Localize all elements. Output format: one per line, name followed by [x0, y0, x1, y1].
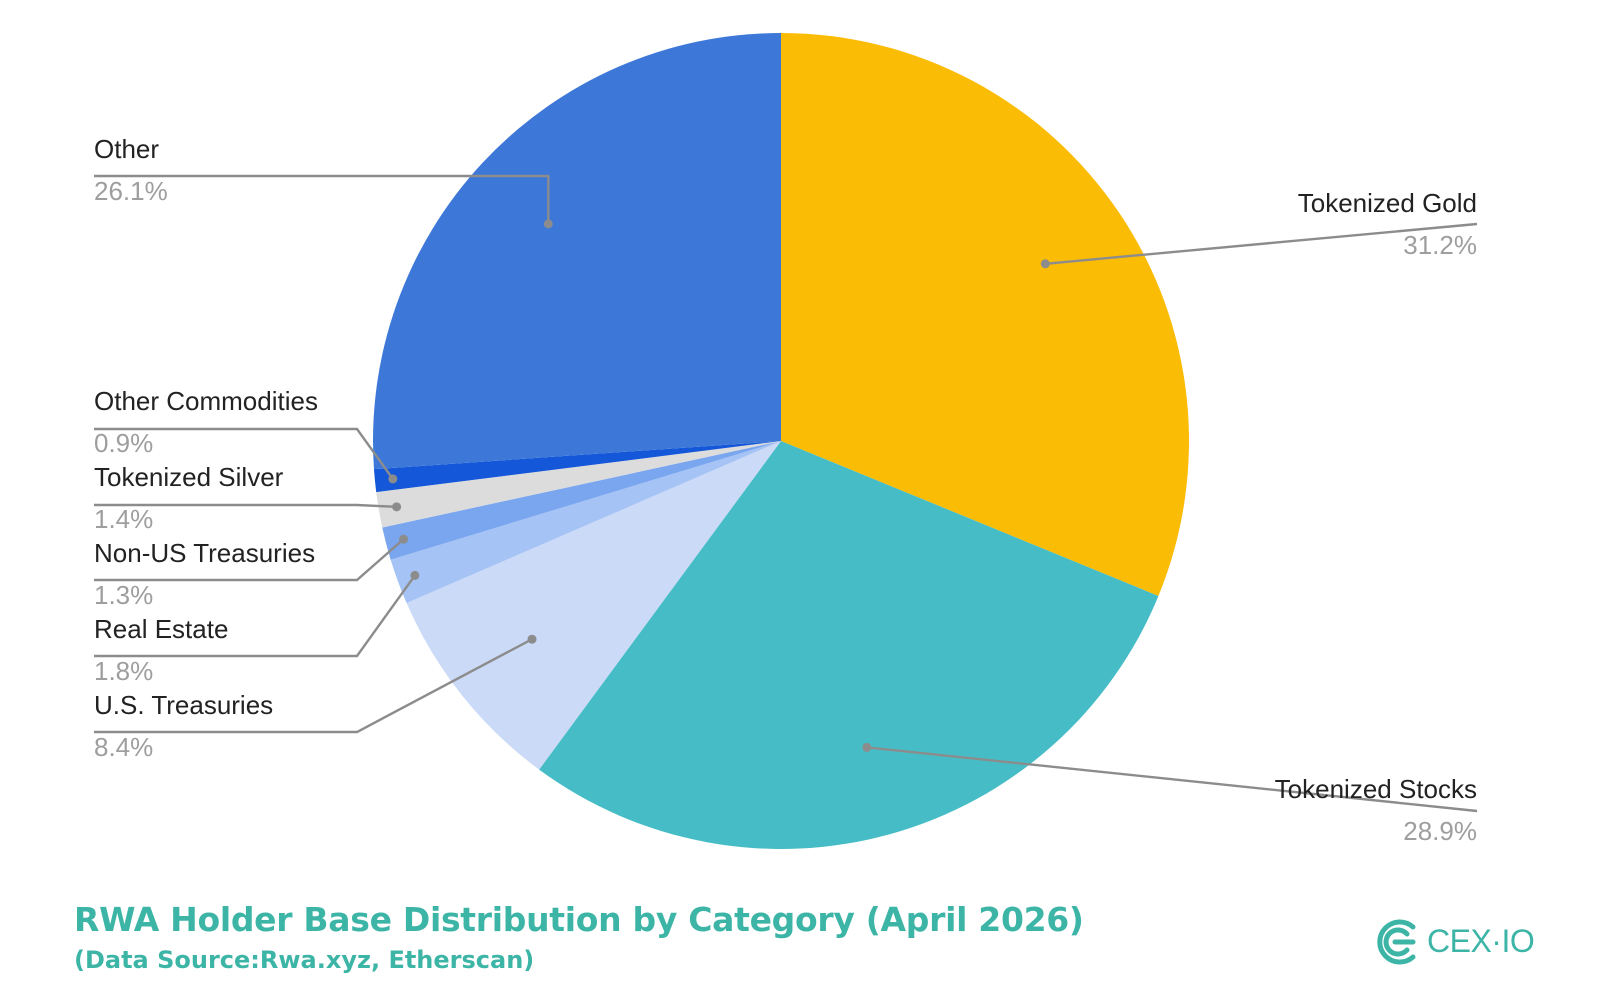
leader-line-other	[94, 174, 550, 224]
pie-slice-tokenized-stocks	[539, 441, 1159, 849]
leader-line-tokenized-gold	[1045, 222, 1478, 265]
leader-dot-tokenized-stocks	[862, 742, 872, 752]
slice-label-real-estate: Real Estate	[94, 614, 228, 644]
slice-value-real-estate: 1.8%	[94, 656, 153, 686]
pie-slice-other-commodities	[373, 441, 781, 493]
slice-value-tokenized-gold: 31.2%	[1403, 230, 1477, 260]
leader-line-u-s-treasuries	[94, 638, 533, 734]
pie-slice-other	[373, 33, 781, 470]
leader-line-tokenized-stocks	[866, 746, 1478, 813]
pie-slice-tokenized-gold	[781, 33, 1189, 596]
chart-subtitle: (Data Source:Rwa.xyz, Etherscan)	[74, 946, 535, 974]
leader-dot-other-commodities	[388, 474, 398, 484]
cex-io-logo: CEX·IO	[1373, 917, 1535, 967]
slice-value-tokenized-stocks: 28.9%	[1403, 816, 1477, 846]
leader-line-other-commodities	[94, 427, 394, 480]
slice-value-u-s-treasuries: 8.4%	[94, 732, 153, 762]
slice-value-tokenized-silver: 1.4%	[94, 504, 153, 534]
leader-line-real-estate	[94, 574, 416, 658]
leader-line-non-us-treasuries	[94, 538, 405, 582]
pie-slice-tokenized-silver	[376, 441, 781, 528]
slice-label-other: Other	[94, 134, 159, 164]
leader-dot-tokenized-gold	[1040, 259, 1050, 269]
slice-label-non-us-treasuries: Non-US Treasuries	[94, 538, 315, 568]
leader-dot-other	[543, 219, 553, 229]
cex-io-logo-text: CEX·IO	[1427, 923, 1535, 959]
slice-label-tokenized-stocks: Tokenized Stocks	[1275, 774, 1477, 804]
leader-dot-real-estate	[410, 570, 420, 580]
pie-slice-u-s-treasuries	[406, 441, 781, 770]
slice-labels: Tokenized Gold 31.2% Tokenized Stocks 28.9%…	[94, 134, 1478, 846]
cex-io-logo-icon	[1377, 919, 1416, 965]
leader-dot-u-s-treasuries	[527, 634, 537, 644]
slice-label-tokenized-silver: Tokenized Silver	[94, 462, 284, 492]
pie-slices	[373, 33, 1189, 849]
leader-dot-tokenized-silver	[392, 502, 402, 512]
slice-label-u-s-treasuries: U.S. Treasuries	[94, 690, 273, 720]
slice-value-non-us-treasuries: 1.3%	[94, 580, 153, 610]
slice-label-tokenized-gold: Tokenized Gold	[1298, 188, 1477, 218]
pie-slice-non-us-treasuries	[382, 441, 781, 560]
slice-value-other: 26.1%	[94, 176, 168, 206]
pie-slice-real-estate	[390, 441, 781, 604]
chart-title: RWA Holder Base Distribution by Category…	[74, 900, 1084, 939]
slice-label-other-commodities: Other Commodities	[94, 386, 318, 416]
leader-dot-non-us-treasuries	[399, 534, 409, 544]
slice-value-other-commodities: 0.9%	[94, 428, 153, 458]
leader-line-tokenized-silver	[94, 503, 397, 509]
